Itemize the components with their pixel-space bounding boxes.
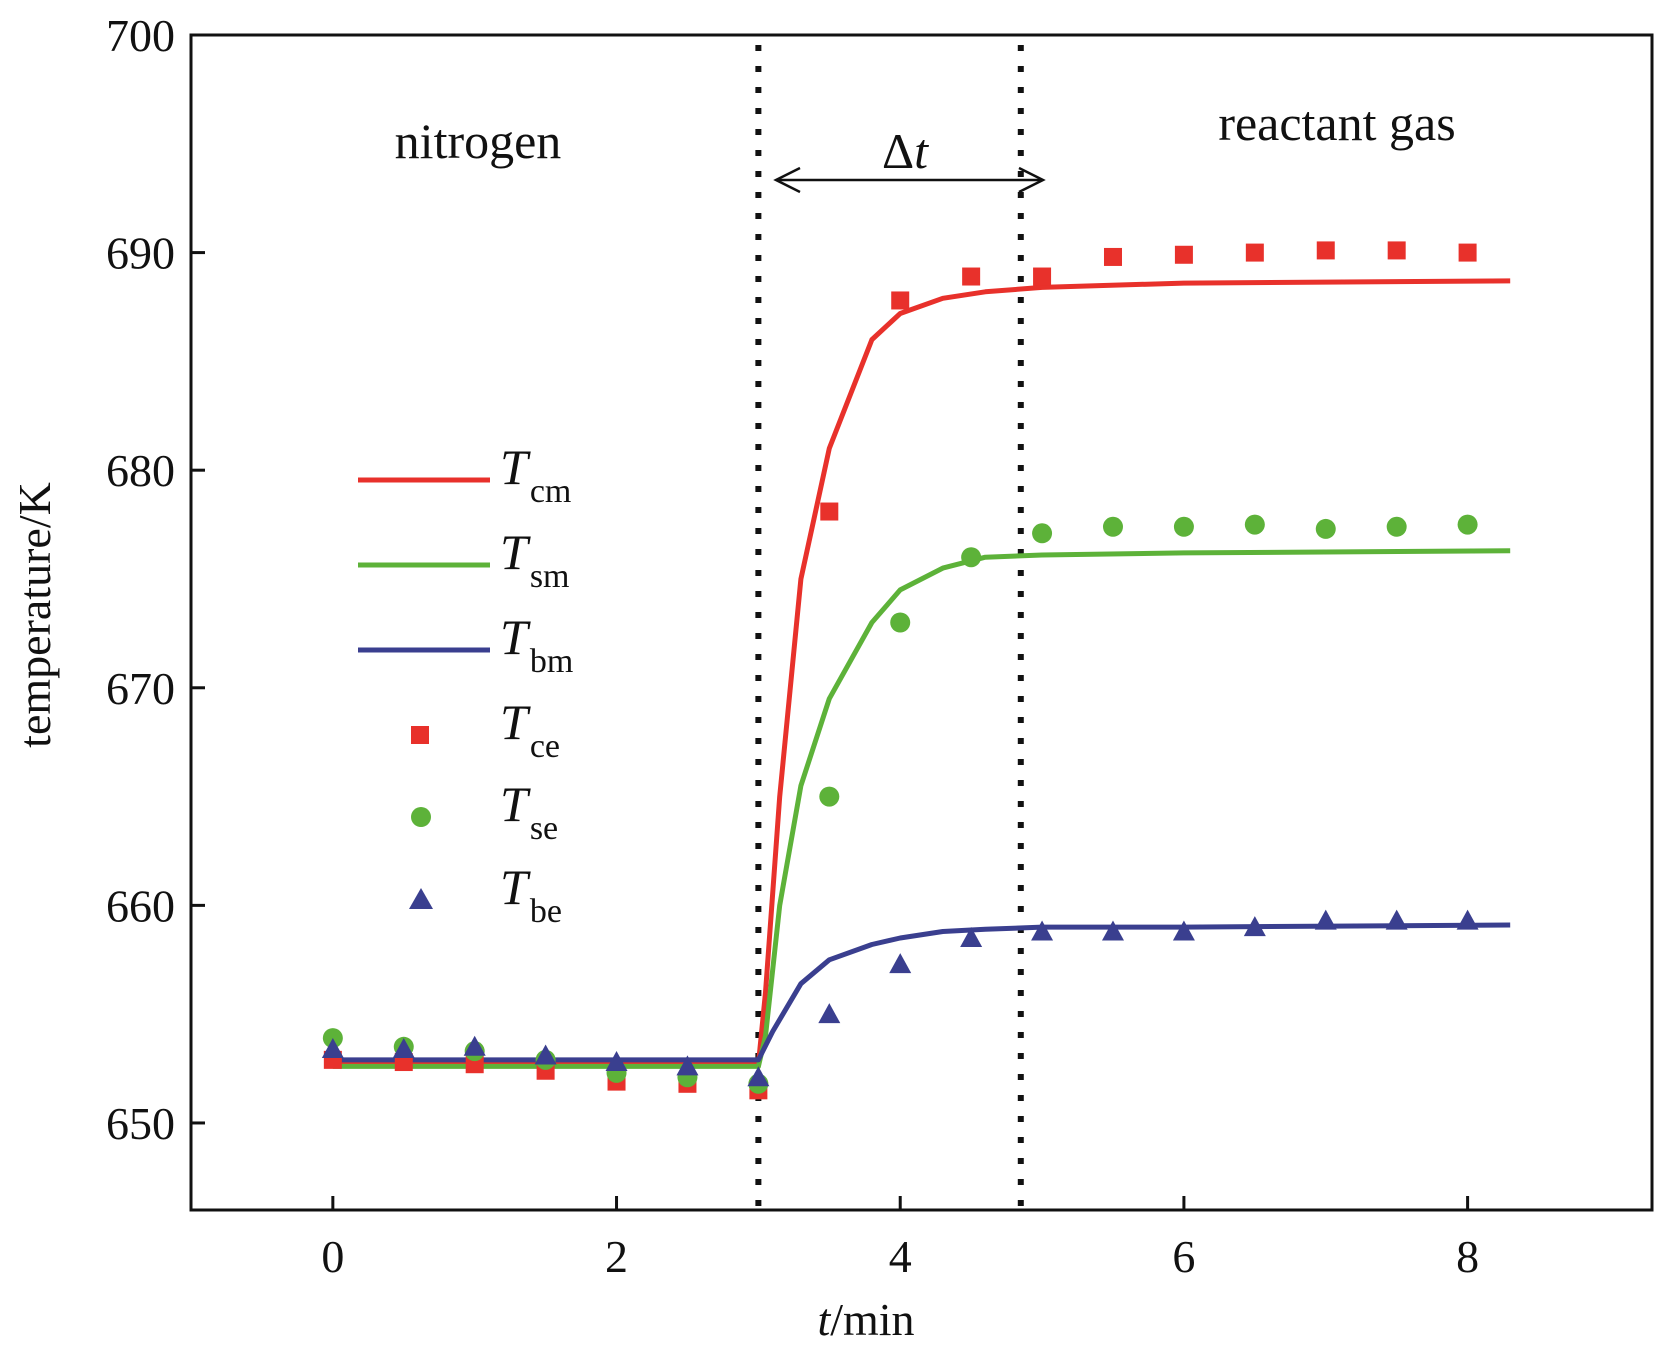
point-ce [891, 291, 910, 310]
legend-label-sm: Tsm [500, 524, 570, 595]
point-ce [820, 502, 839, 521]
delta-t-arrow [773, 166, 1046, 194]
point-ce [1387, 241, 1406, 260]
legend-subscript: be [530, 893, 562, 930]
point-be [818, 1003, 841, 1024]
point-be [1314, 909, 1337, 930]
y-tick-label: 700 [106, 10, 175, 61]
legend-swatch-ce [411, 726, 429, 744]
x-tick-label: 4 [889, 1231, 912, 1282]
point-se [961, 547, 982, 568]
y-tick-label: 660 [106, 880, 175, 931]
y-tick-label: 680 [106, 445, 175, 496]
legend-label-se: Tse [500, 776, 558, 847]
point-be [1172, 920, 1195, 941]
point-be [1031, 920, 1054, 941]
point-ce [1458, 243, 1477, 262]
point-ce [962, 267, 981, 286]
x-tick-label: 8 [1456, 1231, 1479, 1282]
point-be [463, 1035, 486, 1056]
point-be [534, 1044, 557, 1065]
point-be [889, 953, 912, 974]
legend-var: T [500, 609, 531, 665]
legend-subscript: bm [530, 643, 573, 680]
delta-var: t [914, 123, 929, 179]
nitrogen-label: nitrogen [395, 113, 562, 169]
x-tick-label: 2 [605, 1231, 628, 1282]
series-line-cm [332, 278, 1511, 1067]
y-tick-label: 650 [106, 1098, 175, 1149]
point-be [676, 1055, 699, 1076]
point-be [392, 1037, 415, 1058]
point-se [1386, 516, 1407, 537]
legend-swatch-se [411, 807, 431, 827]
point-be [1385, 909, 1408, 930]
point-be [321, 1037, 344, 1058]
legend-subscript: cm [530, 473, 572, 510]
legend-var: T [500, 524, 531, 580]
transition-lines [755, 45, 1024, 1210]
point-se [1244, 514, 1265, 535]
x-axis-title: t/min [817, 1294, 914, 1345]
x-axis-unit: /min [830, 1294, 914, 1345]
legend-swatch-be [409, 888, 433, 909]
point-be [605, 1051, 628, 1072]
legend-var: T [500, 694, 531, 750]
point-se [1102, 516, 1123, 537]
legend-label-bm: Tbm [500, 609, 573, 680]
y-tick-label: 670 [106, 663, 175, 714]
series-line-bm [332, 922, 1511, 1063]
axis-ticks: 0 2 4 6 8 650 660 670 680 690 700 [106, 10, 1479, 1282]
point-se [1457, 514, 1478, 535]
point-se [819, 786, 840, 807]
point-be [960, 927, 983, 948]
point-se [1315, 518, 1336, 539]
y-axis-title: temperature/K [9, 482, 60, 748]
legend-var: T [500, 859, 531, 915]
legend-subscript: sm [530, 558, 570, 595]
point-se [890, 612, 911, 633]
legend-var: T [500, 439, 531, 495]
point-ce [1174, 245, 1193, 264]
delta-symbol: Δ [882, 123, 914, 179]
series-layer [321, 241, 1511, 1100]
point-se [1032, 523, 1053, 544]
legend-label-cm: Tcm [500, 439, 571, 510]
legend-label-be: Tbe [500, 859, 562, 930]
point-ce [1103, 247, 1122, 266]
legend-var: T [500, 776, 531, 832]
x-tick-label: 6 [1172, 1231, 1195, 1282]
x-tick-label: 0 [321, 1231, 344, 1282]
x-axis-var: t [817, 1294, 831, 1345]
point-be [1456, 909, 1479, 930]
plot-frame [189, 33, 1654, 1212]
delta-t-label: Δt [882, 123, 929, 179]
point-se [1173, 516, 1194, 537]
reactant-gas-label: reactant gas [1218, 95, 1455, 151]
legend-subscript: ce [530, 728, 560, 765]
legend-label-ce: Tce [500, 694, 560, 765]
point-be [747, 1066, 770, 1087]
point-ce [1245, 243, 1264, 262]
point-ce [1033, 267, 1052, 286]
legend-subscript: se [530, 810, 558, 847]
point-be [1243, 916, 1266, 937]
point-be [1101, 920, 1124, 941]
point-ce [1316, 241, 1335, 260]
y-tick-label: 690 [106, 228, 175, 279]
